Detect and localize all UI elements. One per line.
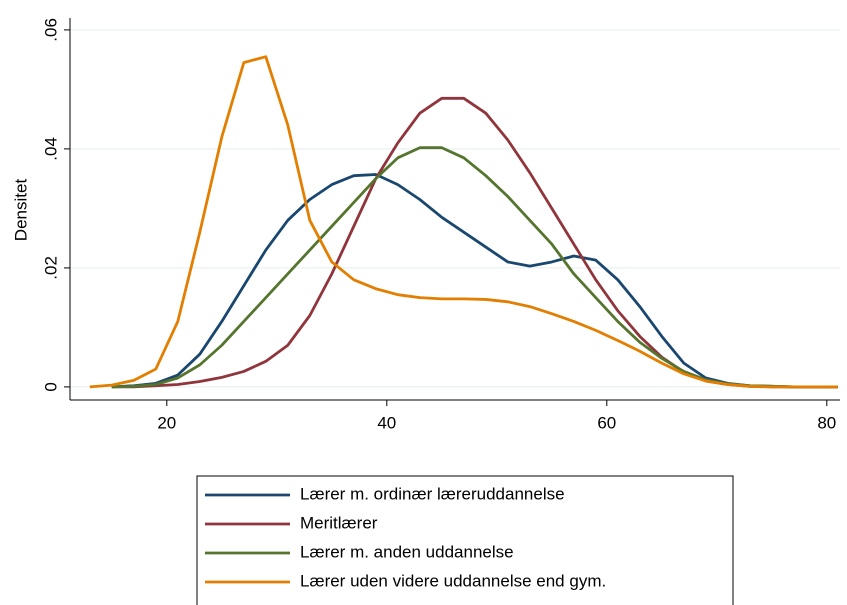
x-tick-label: 60 [597, 413, 616, 432]
legend-label: Lærer m. ordinær læreruddannelse [300, 484, 565, 503]
density-line [111, 173, 838, 389]
x-tick-label: 40 [377, 413, 396, 432]
y-axis-title: Densitet [11, 179, 30, 242]
legend-label: Meritlærer [300, 513, 378, 532]
y-tick-label: .02 [41, 256, 60, 280]
density-line [89, 55, 838, 389]
y-tick-label: .06 [41, 18, 60, 42]
legend-box [196, 475, 734, 605]
x-tick-label: 80 [817, 413, 836, 432]
legend-label: Lærer uden videre uddannelse end gym. [300, 571, 606, 590]
y-tick-label: 0 [41, 382, 60, 391]
y-tick-label: .04 [41, 137, 60, 161]
legend-label: Lærer m. anden uddannelse [300, 542, 514, 561]
x-tick-label: 20 [157, 413, 176, 432]
